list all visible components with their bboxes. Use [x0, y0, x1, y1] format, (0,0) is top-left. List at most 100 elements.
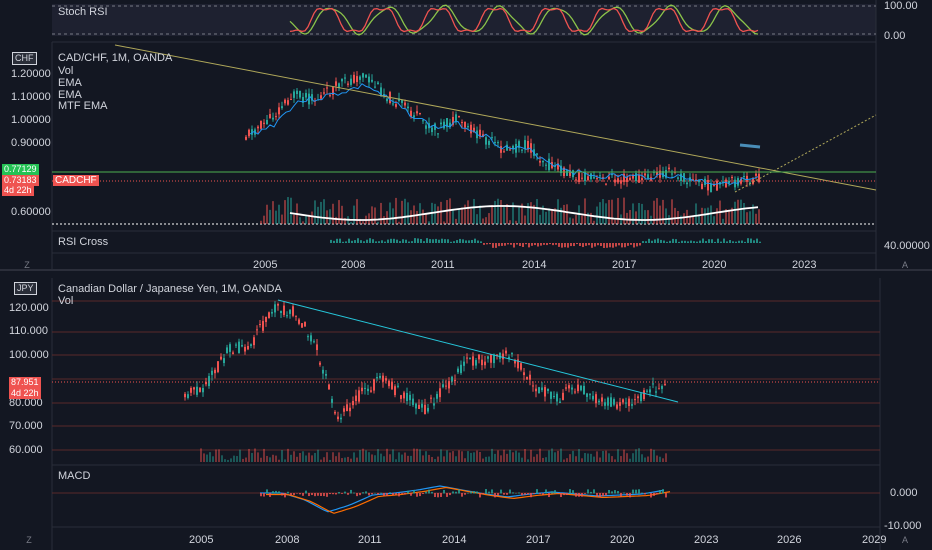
volume-bar — [557, 199, 559, 224]
candle-body — [607, 397, 609, 406]
macd-hist-bar — [305, 490, 307, 494]
rsi-cross-bar — [459, 238, 461, 243]
volume-bar — [467, 451, 469, 462]
time-2014-bottom: 2014 — [442, 534, 467, 546]
candle-body — [457, 368, 459, 373]
ema-label-2[interactable]: EMA — [58, 89, 82, 101]
volume-bar — [557, 450, 559, 462]
candle-body — [463, 361, 465, 366]
cadjpy-title[interactable]: Canadian Dollar / Japanese Yen, 1M, OAND… — [58, 283, 282, 295]
macd-hist-bar — [527, 493, 529, 495]
candle-body — [304, 321, 306, 327]
volume-bar — [461, 207, 463, 224]
volume-bar — [434, 459, 436, 462]
candle-body — [568, 385, 570, 389]
candle-body — [193, 387, 195, 390]
candle-body — [634, 399, 636, 401]
candle-body — [211, 370, 213, 375]
volume-bar — [425, 214, 427, 224]
macd-hist-bar — [599, 493, 601, 498]
volume-bar — [386, 211, 388, 224]
rsi-cross-bar — [504, 243, 506, 246]
candle-body — [409, 394, 411, 401]
auto-scale-toggle-bottom[interactable]: Z — [26, 535, 32, 545]
candle-body — [416, 111, 418, 114]
volume-bar — [368, 452, 370, 462]
candle-body — [722, 181, 724, 183]
candle-body — [470, 124, 472, 134]
volume-bar — [308, 214, 310, 224]
candle-body — [199, 387, 201, 392]
macd-hist-bar — [467, 492, 469, 494]
volume-bar — [335, 456, 337, 462]
auto-toggle-bottom[interactable]: A — [901, 535, 908, 545]
candle-body — [202, 388, 204, 393]
candle-body — [656, 172, 658, 176]
candle-body — [749, 182, 751, 184]
cadchf-title[interactable]: CAD/CHF, 1M, OANDA — [58, 52, 173, 64]
vol-label[interactable]: Vol — [58, 65, 74, 77]
candle-body — [415, 403, 417, 409]
rsi-cross-bar — [621, 243, 623, 248]
volume-bar — [494, 453, 496, 462]
candle-body — [590, 173, 592, 180]
rsi-cross-bar — [348, 238, 350, 243]
candle-body — [734, 179, 736, 188]
rsi-cross-bar — [402, 239, 404, 243]
vol-label-bottom[interactable]: Vol — [58, 295, 74, 307]
candle-body — [617, 178, 619, 183]
volume-bar — [299, 452, 301, 462]
rsi-cross-bar — [477, 240, 479, 243]
volume-bar — [599, 457, 601, 462]
volume-bar — [755, 213, 757, 224]
volume-bar — [575, 215, 577, 224]
auto-toggle-top[interactable]: A — [901, 260, 908, 270]
candle-body — [187, 394, 189, 398]
candle-body — [731, 177, 733, 179]
auto-scale-toggle-top[interactable]: Z — [24, 260, 30, 270]
candle-body — [716, 180, 718, 191]
candle-body — [604, 402, 606, 406]
volume-bar — [323, 457, 325, 462]
volume-bar — [605, 450, 607, 462]
candle-body — [392, 103, 394, 105]
candle-body — [425, 125, 427, 129]
candle-body — [559, 401, 561, 403]
volume-bar — [539, 448, 541, 462]
stoch-level-0: 0.00 — [884, 30, 906, 42]
volume-bar — [728, 209, 730, 224]
macd-hist-bar — [413, 490, 415, 494]
macd-hist-bar — [509, 489, 511, 494]
volume-bar — [434, 203, 436, 224]
candle-body — [587, 176, 589, 181]
volume-bar — [311, 211, 313, 224]
rsi-cross-bar — [573, 243, 575, 247]
macd-hist-bar — [287, 491, 289, 494]
candle-body — [541, 387, 543, 391]
rsi-cross-bar — [699, 240, 701, 243]
ema-label-1[interactable]: EMA — [58, 77, 82, 89]
candle-body — [431, 127, 433, 133]
volume-bar — [419, 449, 421, 462]
volume-bar — [377, 449, 379, 462]
volume-bar — [356, 199, 358, 224]
mtf-ema-label[interactable]: MTF EMA — [58, 100, 108, 112]
candle-body — [548, 158, 550, 171]
macd-hist-bar — [440, 493, 442, 497]
candle-body — [286, 315, 288, 317]
volume-bar — [374, 207, 376, 224]
candle-body — [623, 173, 625, 182]
volume-bar — [215, 449, 217, 462]
rsi-cross-bar — [372, 239, 374, 243]
rsi-cross-bar — [411, 241, 413, 243]
candle-body — [658, 388, 660, 390]
volume-bar — [224, 459, 226, 462]
macd-hist-bar — [653, 493, 655, 496]
volume-bar — [590, 212, 592, 224]
volume-bar — [743, 202, 745, 224]
rsi-cross-bar — [510, 243, 512, 245]
volume-bar — [209, 452, 211, 462]
stoch-d-line — [289, 4, 759, 36]
rsi-cross-bar — [360, 240, 362, 243]
